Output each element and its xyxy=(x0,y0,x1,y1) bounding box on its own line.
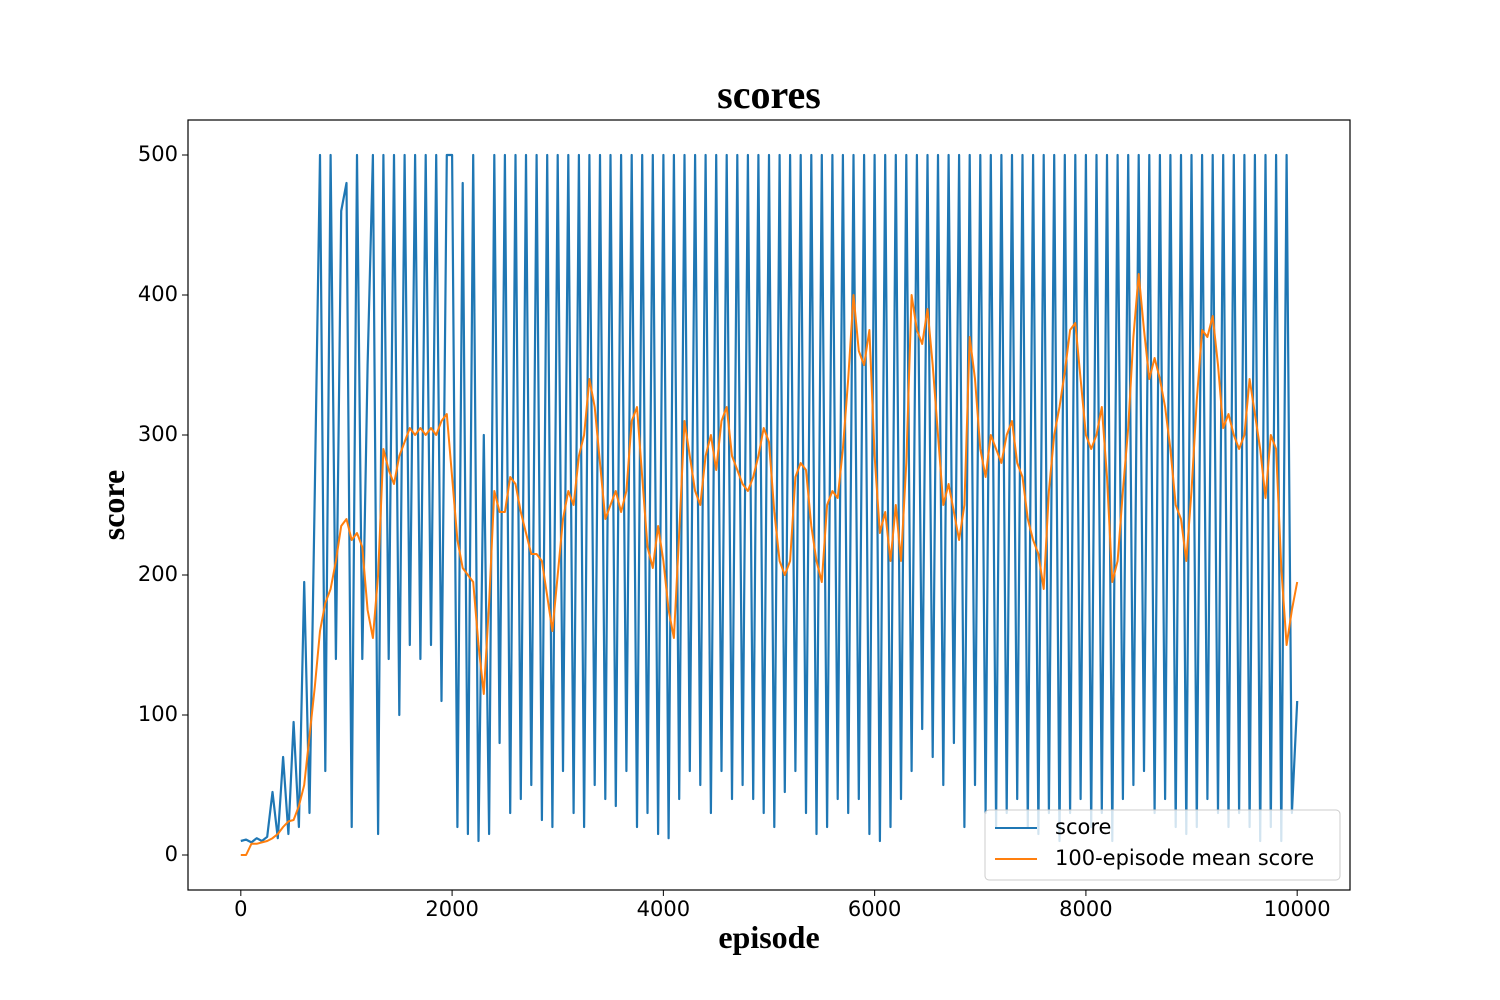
y-tick-label: 200 xyxy=(138,562,178,586)
y-tick-label: 400 xyxy=(138,282,178,306)
y-axis-label: score xyxy=(95,470,131,540)
x-tick-label: 6000 xyxy=(848,897,901,921)
x-tick-label: 2000 xyxy=(425,897,478,921)
y-tick-label: 100 xyxy=(138,702,178,726)
legend-box xyxy=(984,809,1341,881)
legend-label: score xyxy=(1055,815,1111,839)
x-tick-label: 10000 xyxy=(1264,897,1331,921)
x-axis-label: episode xyxy=(718,919,819,955)
series-line xyxy=(240,153,1299,844)
x-tick-label: 0 xyxy=(234,897,247,921)
legend-label: 100-episode mean score xyxy=(1055,846,1314,870)
series-line xyxy=(240,273,1299,856)
x-tick-label: 4000 xyxy=(637,897,690,921)
y-tick-label: 500 xyxy=(138,142,178,166)
x-tick-label: 8000 xyxy=(1059,897,1112,921)
y-tick-label: 0 xyxy=(165,842,178,866)
plot-frame xyxy=(187,119,1351,891)
chart-title: scores xyxy=(717,72,821,117)
y-tick-label: 300 xyxy=(138,422,178,446)
